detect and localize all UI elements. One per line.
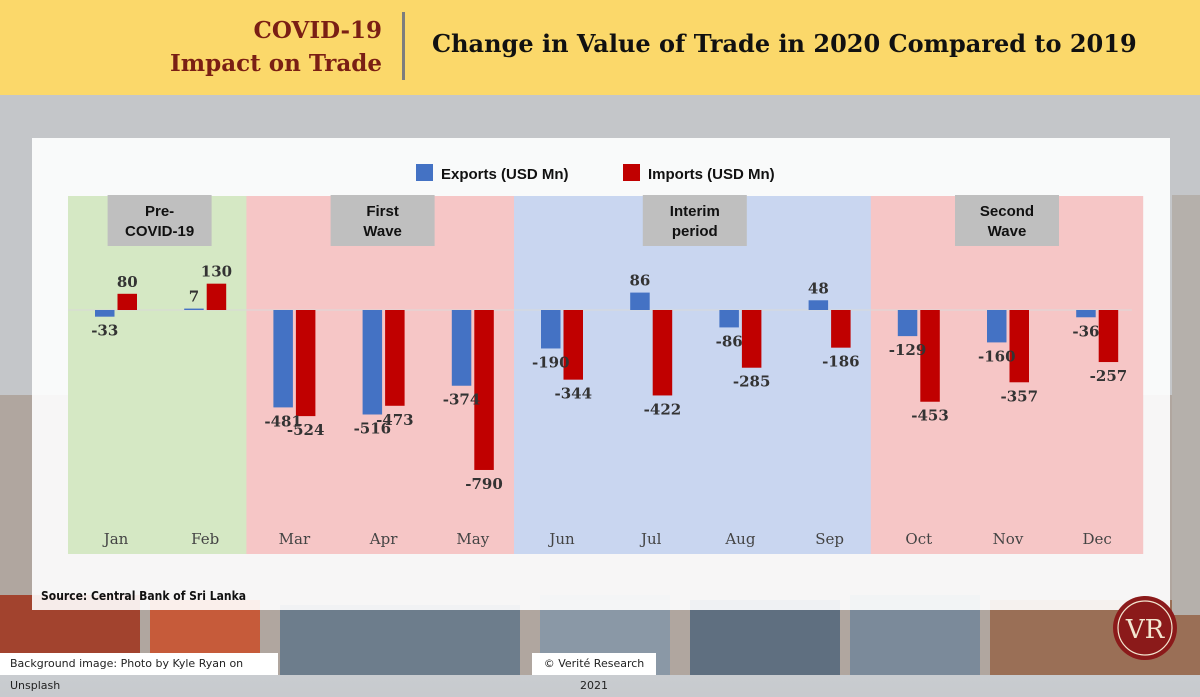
export-value-label-aug: -86	[716, 332, 743, 350]
export-value-label-sep: 48	[808, 279, 829, 297]
export-bar-mar	[273, 310, 293, 408]
x-tick-label-oct: Oct	[905, 530, 932, 548]
photo-credit: Background image: Photo by Kyle Ryan on …	[0, 653, 278, 692]
export-bar-oct	[897, 310, 918, 337]
phase-label-line1-1: First	[366, 203, 399, 220]
legend-label-exports: Exports (USD Mn)	[441, 166, 569, 183]
import-value-label-oct: -453	[911, 407, 949, 425]
phase-label-box-1	[330, 195, 435, 246]
phase-label-box-2	[642, 195, 747, 246]
header-topic-line2: Impact on Trade	[170, 50, 382, 77]
export-bar-jan	[95, 310, 115, 317]
x-tick-label-sep: Sep	[815, 530, 844, 548]
import-value-label-apr: -473	[376, 411, 414, 429]
chart-panel: Pre- COVID-19 First Wave Interim period Second…	[32, 138, 1170, 610]
export-bar-aug	[719, 310, 739, 328]
legend-label-imports: Imports (USD Mn)	[648, 166, 775, 183]
phase-label-line2-1: Wave	[363, 223, 402, 240]
phase-label-box-3	[955, 195, 1059, 246]
import-value-label-dec: -257	[1090, 367, 1128, 385]
export-bar-feb	[184, 308, 204, 310]
trade-change-bar-chart: Pre- COVID-19 First Wave Interim period Second…	[41, 164, 1144, 603]
import-value-label-mar: -524	[287, 421, 325, 439]
import-bar-mar	[295, 310, 316, 417]
legend-swatch-exports	[416, 164, 433, 181]
import-bar-jun	[563, 310, 583, 380]
copyright-note: © Verité Research 2021	[532, 653, 656, 692]
x-tick-label-jun: Jun	[547, 530, 575, 548]
source-note: Source: Central Bank of Sri Lanka	[41, 589, 246, 603]
import-value-label-feb: 130	[201, 263, 232, 281]
export-bar-dec	[1076, 310, 1096, 318]
x-tick-label-may: May	[456, 530, 489, 548]
export-value-label-oct: -129	[889, 341, 927, 359]
phase-label-line1-0: Pre-	[145, 203, 174, 220]
import-bar-jan	[117, 293, 137, 310]
export-bar-jun	[541, 310, 561, 349]
verite-research-logo: VR	[1113, 596, 1177, 660]
x-tick-label-dec: Dec	[1083, 530, 1112, 548]
x-tick-label-mar: Mar	[279, 530, 311, 548]
import-value-label-sep: -186	[822, 353, 860, 371]
x-tick-label-aug: Aug	[724, 530, 755, 548]
export-bar-jul	[630, 292, 650, 310]
x-tick-label-jan: Jan	[102, 530, 129, 548]
export-value-label-nov: -160	[978, 347, 1016, 365]
export-value-label-dec: -36	[1072, 322, 1099, 340]
phase-label-line2-0: COVID-19	[125, 223, 194, 240]
x-tick-label-nov: Nov	[993, 530, 1024, 548]
import-value-label-may: -790	[465, 475, 503, 493]
header-topic: COVID-19 Impact on Trade	[100, 14, 382, 80]
phase-label-box-0	[107, 195, 212, 246]
export-bar-apr	[362, 310, 383, 415]
import-bar-nov	[1009, 310, 1029, 383]
phase-background-0	[68, 196, 252, 554]
header-divider	[402, 12, 405, 80]
export-value-label-feb: 7	[189, 288, 199, 306]
import-value-label-jun: -344	[554, 385, 592, 403]
import-bar-feb	[206, 283, 227, 310]
header-banner: COVID-19 Impact on Trade Change in Value…	[0, 0, 1200, 95]
export-value-label-jun: -190	[532, 353, 570, 371]
import-value-label-nov: -357	[1000, 387, 1038, 405]
export-bar-nov	[987, 310, 1007, 343]
phase-label-line2-2: period	[672, 223, 718, 240]
x-tick-label-feb: Feb	[191, 530, 219, 548]
export-value-label-jul: 86	[630, 272, 651, 290]
page-title: Change in Value of Trade in 2020 Compare…	[432, 29, 1137, 58]
phase-label-line1-3: Second	[980, 203, 1034, 220]
legend-swatch-imports	[623, 164, 640, 181]
import-value-label-aug: -285	[733, 373, 771, 391]
x-tick-label-jul: Jul	[639, 530, 662, 548]
import-bar-dec	[1098, 310, 1119, 363]
import-value-label-jul: -422	[644, 400, 682, 418]
import-bar-oct	[920, 310, 940, 402]
phase-label-line1-2: Interim	[670, 203, 720, 220]
export-value-label-jan: -33	[91, 322, 118, 340]
import-value-label-jan: 80	[117, 273, 138, 291]
import-bar-apr	[385, 310, 405, 406]
phase-label-line2-3: Wave	[988, 223, 1027, 240]
phase-background-3	[870, 196, 1144, 554]
import-bar-jul	[652, 310, 673, 396]
x-tick-label-apr: Apr	[369, 530, 398, 548]
header-topic-line1: COVID-19	[253, 17, 382, 44]
import-bar-may	[474, 310, 494, 470]
import-bar-sep	[831, 310, 851, 348]
export-bar-may	[451, 310, 472, 386]
logo-text: VR	[1125, 615, 1166, 645]
export-bar-sep	[808, 300, 829, 310]
export-value-label-mar: -481	[264, 412, 302, 430]
export-value-label-apr: -516	[354, 419, 392, 437]
import-bar-aug	[741, 310, 762, 368]
export-value-label-may: -374	[443, 391, 481, 409]
